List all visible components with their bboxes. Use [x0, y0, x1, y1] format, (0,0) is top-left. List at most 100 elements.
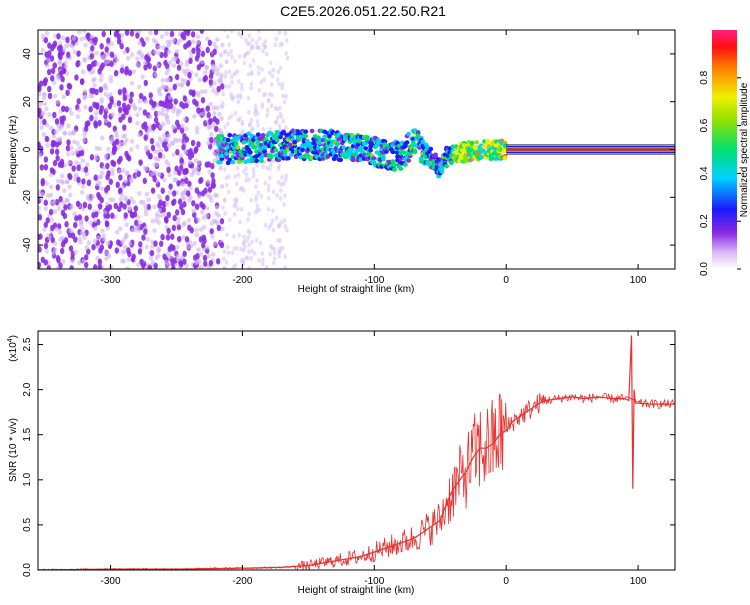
snr-x-ticks: -300 -200 -100 0 100	[101, 331, 647, 587]
noise-cell	[283, 223, 288, 229]
noise-cell	[124, 30, 130, 36]
noise-cell	[143, 211, 149, 217]
noise-cell	[149, 137, 155, 145]
noise-cell	[94, 155, 99, 161]
noise-cell	[235, 206, 240, 212]
noise-cell	[52, 111, 57, 119]
noise-cell	[211, 178, 216, 185]
x-tick-label: 100	[630, 275, 647, 286]
noise-cell	[137, 132, 142, 138]
noise-cell	[219, 241, 225, 249]
noise-cell	[98, 174, 104, 180]
noise-cell	[225, 232, 229, 238]
noise-cell	[91, 68, 96, 74]
noise-cell	[215, 71, 220, 77]
noise-cell	[248, 63, 253, 68]
noise-cell	[104, 186, 109, 194]
noise-cell	[195, 34, 201, 39]
noise-cell	[89, 53, 95, 60]
noise-cell	[146, 197, 151, 203]
noise-cell	[206, 178, 211, 184]
noise-cell	[251, 58, 256, 64]
noise-cell	[194, 227, 199, 233]
noise-cell	[256, 65, 261, 70]
ridge-cell	[401, 150, 407, 155]
noise-cell	[153, 30, 159, 36]
noise-cell	[122, 236, 128, 241]
noise-cell	[150, 218, 155, 224]
noise-cell	[82, 95, 87, 101]
ridge-cell	[448, 160, 454, 165]
noise-cell	[150, 187, 156, 194]
noise-cell	[227, 189, 231, 195]
noise-cell	[83, 166, 89, 173]
noise-cell	[127, 69, 133, 77]
noise-cell	[38, 107, 42, 115]
noise-cell	[76, 50, 81, 57]
noise-cell	[39, 196, 44, 202]
noise-cell	[207, 186, 213, 193]
ridge-cell	[365, 137, 370, 142]
noise-cell	[272, 250, 277, 256]
noise-cell	[199, 89, 204, 95]
noise-cell	[41, 91, 47, 97]
noise-cell	[40, 192, 45, 197]
noise-cell	[171, 37, 176, 43]
noise-cell	[183, 30, 188, 36]
noise-cell	[85, 32, 90, 40]
noise-cell	[187, 40, 192, 47]
noise-cell	[134, 225, 140, 231]
noise-cell	[107, 121, 112, 128]
noise-cell	[89, 154, 95, 161]
noise-cell	[236, 172, 241, 178]
noise-cell	[174, 165, 179, 172]
carrier-band-core	[506, 148, 675, 151]
noise-cell	[261, 92, 266, 98]
noise-cell	[181, 222, 186, 228]
noise-cell	[285, 227, 289, 233]
noise-cell	[267, 225, 271, 230]
noise-cell	[237, 232, 242, 238]
noise-cell	[198, 264, 204, 269]
noise-cell	[71, 165, 76, 172]
noise-cell	[134, 219, 139, 226]
noise-cell	[176, 64, 182, 71]
noise-cell	[125, 266, 130, 269]
noise-cell	[172, 214, 177, 222]
noise-cell	[60, 179, 65, 185]
noise-cell	[95, 235, 101, 241]
noise-cell	[40, 33, 46, 39]
noise-cell	[42, 227, 47, 232]
noise-cell	[148, 255, 154, 261]
noise-cell	[235, 94, 240, 99]
noise-cell	[176, 216, 181, 222]
noise-cell	[278, 42, 283, 48]
noise-cell	[83, 254, 89, 261]
noise-cell	[170, 233, 175, 240]
noise-cell	[56, 206, 62, 212]
noise-cell	[274, 36, 279, 42]
noise-cell	[223, 167, 227, 173]
noise-cell	[93, 115, 99, 121]
noise-cell	[167, 172, 172, 178]
ridge-cell	[406, 131, 411, 137]
noise-cell	[265, 112, 270, 118]
snr-plot-area	[38, 331, 675, 570]
noise-cell	[38, 242, 41, 247]
noise-cell	[138, 92, 144, 100]
noise-cell	[102, 53, 108, 59]
noise-cell	[104, 85, 109, 91]
noise-cell	[48, 184, 54, 190]
noise-cell	[38, 246, 42, 253]
noise-cell	[108, 75, 113, 80]
noise-cell	[237, 54, 242, 59]
noise-cell	[120, 258, 125, 264]
noise-cell	[142, 109, 148, 116]
noise-cell	[264, 264, 269, 269]
noise-cell	[250, 248, 254, 254]
noise-cell	[99, 96, 104, 102]
noise-cell	[80, 69, 86, 75]
noise-cell	[277, 123, 282, 129]
ridge-cell	[406, 158, 411, 163]
noise-cell	[119, 192, 125, 198]
